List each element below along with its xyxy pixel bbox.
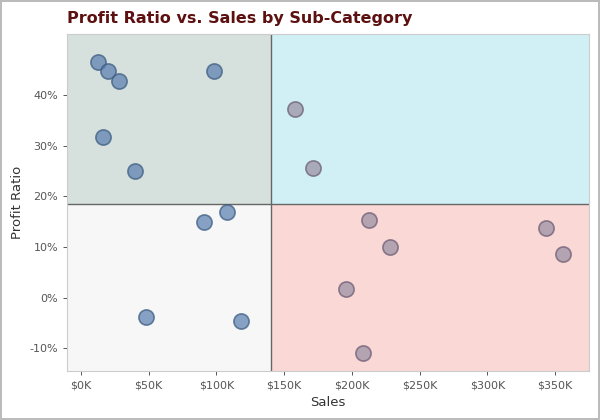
- Point: [358, 349, 367, 356]
- Y-axis label: Profit Ratio: Profit Ratio: [11, 166, 24, 239]
- Bar: [67, 204, 271, 371]
- Point: [141, 314, 151, 320]
- Point: [541, 225, 550, 232]
- Point: [385, 244, 395, 250]
- Point: [209, 68, 218, 75]
- Point: [559, 250, 568, 257]
- X-axis label: Sales: Sales: [310, 396, 346, 409]
- Bar: [271, 34, 589, 204]
- Point: [365, 217, 374, 223]
- Bar: [67, 34, 271, 204]
- Point: [103, 67, 113, 74]
- Point: [94, 59, 103, 66]
- Point: [308, 164, 317, 171]
- Point: [114, 78, 124, 84]
- Point: [236, 317, 245, 324]
- Bar: [271, 204, 589, 371]
- Point: [290, 105, 300, 112]
- Text: Profit Ratio vs. Sales by Sub-Category: Profit Ratio vs. Sales by Sub-Category: [67, 11, 413, 26]
- Point: [341, 285, 351, 292]
- Point: [98, 133, 107, 140]
- Point: [223, 208, 232, 215]
- Point: [199, 218, 209, 225]
- Point: [130, 168, 140, 174]
